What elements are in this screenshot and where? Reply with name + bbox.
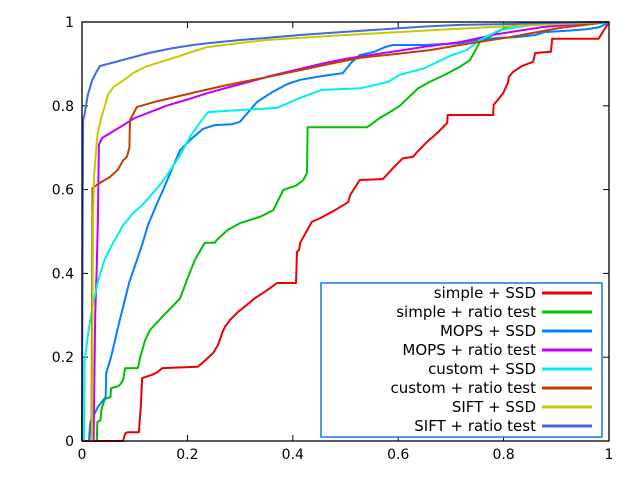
legend-label-simple-ratio-test: simple + ratio test: [396, 303, 536, 321]
series-line-sift-ssd: [91, 21, 610, 442]
series-line-mops-ratio-test: [92, 21, 610, 442]
y-tick-label: 0.2: [52, 350, 74, 366]
x-tick-label: 0.4: [282, 447, 304, 463]
series-line-simple-ratio-test: [95, 21, 610, 442]
legend-label-mops-ssd: MOPS + SSD: [440, 322, 536, 340]
x-tick-label: 0.8: [492, 447, 514, 463]
series-line-sift-ratio-test: [81, 21, 610, 442]
legend-label-mops-ratio-test: MOPS + ratio test: [402, 341, 536, 359]
series-line-mops-ssd: [87, 21, 610, 442]
series-line-custom-ratio-test: [90, 21, 610, 442]
x-tick-label: 1: [605, 447, 614, 463]
legend-label-simple-ssd: simple + SSD: [434, 284, 536, 302]
legend-box: [320, 282, 603, 438]
legend-label-custom-ratio-test: custom + ratio test: [390, 379, 536, 397]
series-line-custom-ssd: [83, 21, 610, 442]
legend-label-sift-ssd: SIFT + SSD: [452, 398, 536, 416]
series-line-simple-ssd: [82, 21, 610, 442]
plot-border: [81, 21, 610, 442]
y-tick-label: 0: [65, 434, 74, 450]
y-tick-label: 1: [65, 15, 74, 31]
y-tick-label: 0.6: [52, 183, 74, 199]
x-tick-label: 0: [78, 447, 87, 463]
y-tick-label: 0.4: [52, 266, 74, 282]
legend-label-sift-ratio-test: SIFT + ratio test: [414, 417, 536, 435]
x-tick-label: 0.2: [176, 447, 198, 463]
series-lines: [81, 21, 610, 442]
legend-label-custom-ssd: custom + SSD: [428, 360, 536, 378]
y-tick-label: 0.8: [52, 99, 74, 115]
x-tick-label: 0.6: [387, 447, 409, 463]
